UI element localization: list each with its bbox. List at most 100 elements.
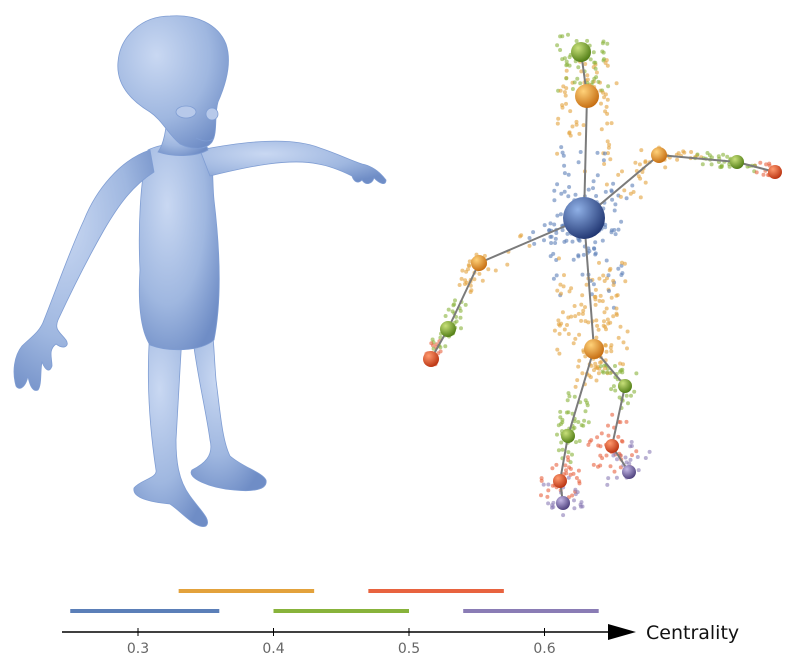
cloud-point bbox=[618, 361, 623, 366]
cloud-point bbox=[588, 375, 593, 380]
cloud-point bbox=[594, 378, 599, 383]
cloud-point bbox=[558, 282, 563, 287]
skeleton-node-l-knee bbox=[561, 429, 575, 443]
cloud-point bbox=[599, 364, 603, 369]
cloud-point bbox=[700, 162, 705, 167]
cloud-point bbox=[605, 370, 610, 375]
cloud-point bbox=[576, 468, 581, 473]
cloud-point bbox=[443, 314, 448, 318]
cloud-point bbox=[647, 449, 652, 454]
cloud-point bbox=[618, 324, 623, 329]
cloud-point bbox=[555, 182, 560, 187]
cloud-point bbox=[605, 41, 610, 46]
cloud-point bbox=[612, 208, 617, 213]
cloud-point bbox=[567, 131, 572, 136]
cloud-point bbox=[593, 240, 598, 245]
cloud-point bbox=[625, 346, 629, 351]
cloud-point bbox=[559, 145, 564, 150]
cloud-point bbox=[592, 76, 597, 81]
cloud-point bbox=[585, 81, 590, 85]
cloud-point bbox=[575, 490, 580, 495]
cloud-point bbox=[574, 440, 578, 445]
cloud-point bbox=[559, 191, 564, 196]
cloud-point bbox=[566, 332, 571, 336]
cloud-point bbox=[542, 238, 546, 243]
cloud-point bbox=[616, 335, 621, 340]
mesh-left-arm bbox=[13, 149, 155, 391]
cloud-point bbox=[505, 262, 510, 267]
mesh-torso bbox=[138, 143, 220, 351]
cloud-point bbox=[613, 388, 618, 393]
cloud-point bbox=[601, 50, 606, 55]
cloud-point bbox=[758, 160, 763, 165]
skeleton-node-l-foot bbox=[556, 496, 570, 510]
cloud-point bbox=[566, 410, 571, 415]
cloud-point bbox=[557, 351, 562, 356]
cloud-point bbox=[527, 243, 532, 248]
cloud-point bbox=[603, 324, 608, 329]
cloud-point bbox=[591, 50, 596, 55]
cloud-point bbox=[605, 63, 610, 68]
cloud-point bbox=[591, 179, 596, 184]
cloud-point bbox=[566, 32, 570, 37]
cloud-point bbox=[545, 494, 550, 499]
cloud-point bbox=[576, 420, 581, 424]
cloud-point bbox=[583, 409, 588, 414]
cloud-point bbox=[761, 172, 766, 177]
cloud-point bbox=[593, 251, 598, 256]
cloud-point bbox=[560, 310, 565, 315]
cloud-point bbox=[493, 268, 498, 273]
cloud-point bbox=[459, 326, 463, 331]
mesh-right-arm bbox=[199, 140, 387, 184]
cloud-point bbox=[601, 39, 606, 44]
cloud-point bbox=[594, 70, 599, 75]
cloud-point bbox=[567, 63, 572, 68]
skeleton-node-l-shoulder bbox=[471, 255, 487, 271]
cloud-point bbox=[583, 354, 588, 359]
cloud-point bbox=[604, 349, 609, 354]
cloud-point bbox=[625, 329, 630, 334]
cloud-point bbox=[598, 463, 603, 468]
cloud-point bbox=[601, 90, 605, 95]
cloud-point bbox=[719, 164, 724, 169]
cloud-point bbox=[555, 43, 560, 48]
cloud-point bbox=[541, 482, 546, 487]
cloud-point bbox=[560, 228, 565, 233]
cloud-point bbox=[614, 313, 619, 317]
skeleton-node-r-elbow bbox=[730, 155, 744, 169]
cloud-point bbox=[603, 61, 608, 65]
cloud-point bbox=[620, 169, 624, 174]
cloud-point bbox=[580, 272, 585, 277]
cloud-point bbox=[624, 196, 629, 201]
skeleton-edge bbox=[583, 217, 595, 350]
cloud-point bbox=[450, 309, 455, 314]
cloud-point bbox=[618, 194, 623, 199]
cloud-point bbox=[548, 234, 553, 239]
cloud-point bbox=[629, 440, 634, 444]
cloud-point bbox=[624, 393, 629, 398]
cloud-point bbox=[602, 151, 607, 156]
cloud-point bbox=[562, 239, 567, 244]
cloud-point bbox=[695, 152, 700, 157]
cloud-point bbox=[618, 465, 623, 470]
cloud-point bbox=[675, 157, 680, 162]
skeleton-node-r-knee bbox=[618, 379, 632, 393]
cloud-point bbox=[634, 371, 639, 376]
cloud-point bbox=[539, 493, 543, 498]
cloud-point bbox=[577, 439, 582, 443]
cloud-point bbox=[571, 341, 576, 346]
cloud-point bbox=[574, 122, 579, 127]
cloud-point bbox=[556, 318, 561, 323]
cloud-point bbox=[581, 308, 586, 313]
cloud-point bbox=[605, 276, 609, 281]
cloud-point bbox=[579, 318, 584, 323]
cloud-point bbox=[568, 472, 573, 477]
cloud-point bbox=[576, 364, 581, 369]
cloud-point bbox=[596, 371, 601, 376]
cloud-point bbox=[590, 80, 595, 84]
cloud-point bbox=[583, 62, 588, 66]
cloud-point bbox=[598, 293, 603, 298]
cloud-point bbox=[597, 298, 602, 303]
cloud-point bbox=[546, 488, 551, 493]
